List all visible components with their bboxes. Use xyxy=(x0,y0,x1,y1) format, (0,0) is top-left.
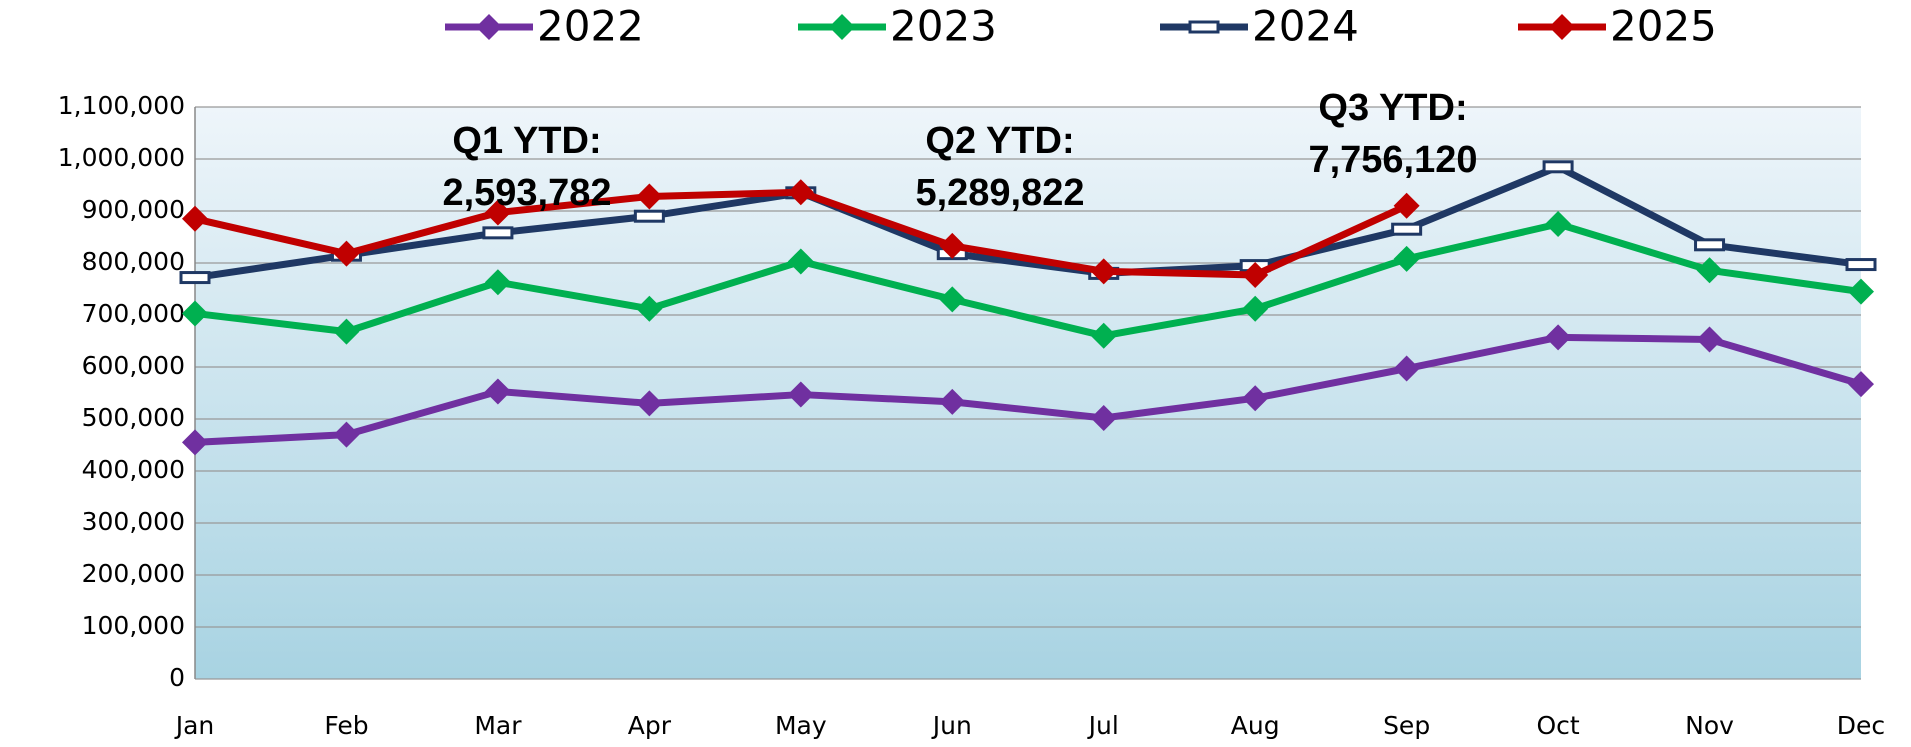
marker xyxy=(1393,192,1420,219)
plot-area xyxy=(195,107,1861,679)
x-tick-label: Aug xyxy=(1231,711,1280,740)
series-line xyxy=(194,220,1862,340)
x-tick-label: Feb xyxy=(324,711,368,740)
legend-marker xyxy=(829,14,855,40)
marker xyxy=(1090,322,1117,349)
marker xyxy=(939,286,966,313)
legend-marker xyxy=(1549,14,1575,40)
annotation: Q3 YTD: xyxy=(1318,87,1467,129)
marker xyxy=(179,271,211,285)
y-tick-label: 500,000 xyxy=(82,403,185,432)
marker xyxy=(636,390,663,417)
y-tick-label: 100,000 xyxy=(82,611,185,640)
x-tick-label: Oct xyxy=(1536,711,1579,740)
marker xyxy=(333,240,360,267)
marker xyxy=(333,421,360,448)
x-tick-label: Nov xyxy=(1685,711,1734,740)
marker xyxy=(1542,160,1574,174)
legend-marker xyxy=(476,14,502,40)
marker xyxy=(1694,238,1726,252)
y-tick-label: 800,000 xyxy=(82,247,185,276)
marker xyxy=(1393,355,1420,382)
x-tick-label: Jun xyxy=(931,711,972,740)
x-tick-label: Sep xyxy=(1383,711,1430,740)
marker xyxy=(484,199,511,226)
marker xyxy=(633,209,665,223)
marker xyxy=(482,226,514,240)
legend-label: 2024 xyxy=(1252,2,1359,51)
marker xyxy=(333,318,360,345)
marker xyxy=(1545,324,1572,351)
series-line xyxy=(194,163,1862,282)
series-line xyxy=(194,333,1862,446)
marker xyxy=(484,378,511,405)
marker xyxy=(1090,258,1117,285)
marker xyxy=(939,388,966,415)
annotation: 5,289,822 xyxy=(915,172,1084,214)
marker xyxy=(1393,245,1420,272)
x-tick-label: Mar xyxy=(474,711,522,740)
y-tick-label: 1,100,000 xyxy=(58,91,185,120)
marker xyxy=(787,179,814,206)
marker xyxy=(1090,404,1117,431)
marker xyxy=(1242,295,1269,322)
legend-label: 2023 xyxy=(890,2,997,51)
x-tick-label: Jul xyxy=(1087,711,1119,740)
y-tick-label: 900,000 xyxy=(82,195,185,224)
marker xyxy=(182,300,208,327)
y-tick-label: 200,000 xyxy=(82,559,185,588)
y-tick-label: 1,000,000 xyxy=(58,143,185,172)
marker xyxy=(1848,278,1874,305)
y-tick-label: 700,000 xyxy=(82,299,185,328)
annotation: Q1 YTD: xyxy=(452,120,601,162)
marker xyxy=(636,183,663,210)
y-tick-label: 0 xyxy=(169,663,185,692)
x-tick-label: Jan xyxy=(174,711,215,740)
annotation: 7,756,120 xyxy=(1308,139,1477,181)
x-tick-label: May xyxy=(775,711,827,740)
marker xyxy=(182,429,208,456)
marker xyxy=(636,295,663,322)
legend-marker xyxy=(1188,20,1220,34)
x-tick-label: Apr xyxy=(628,711,672,740)
marker xyxy=(1242,385,1269,412)
marker xyxy=(1848,371,1874,398)
y-tick-label: 400,000 xyxy=(82,455,185,484)
marker xyxy=(1696,257,1723,284)
legend-label: 2025 xyxy=(1610,2,1717,51)
marker xyxy=(1242,261,1269,288)
marker xyxy=(1845,258,1877,272)
x-tick-label: Dec xyxy=(1837,711,1885,740)
marker xyxy=(484,269,511,296)
marker xyxy=(939,232,966,259)
annotation: 2,593,782 xyxy=(442,172,611,214)
marker xyxy=(787,248,814,275)
y-tick-label: 600,000 xyxy=(82,351,185,380)
legend-label: 2022 xyxy=(537,2,644,51)
y-tick-label: 300,000 xyxy=(82,507,185,536)
marker xyxy=(1391,222,1423,236)
marker xyxy=(1696,326,1723,353)
annotation: Q2 YTD: xyxy=(925,120,1074,162)
marker xyxy=(787,381,814,408)
marker xyxy=(182,205,208,232)
marker xyxy=(1545,211,1572,237)
